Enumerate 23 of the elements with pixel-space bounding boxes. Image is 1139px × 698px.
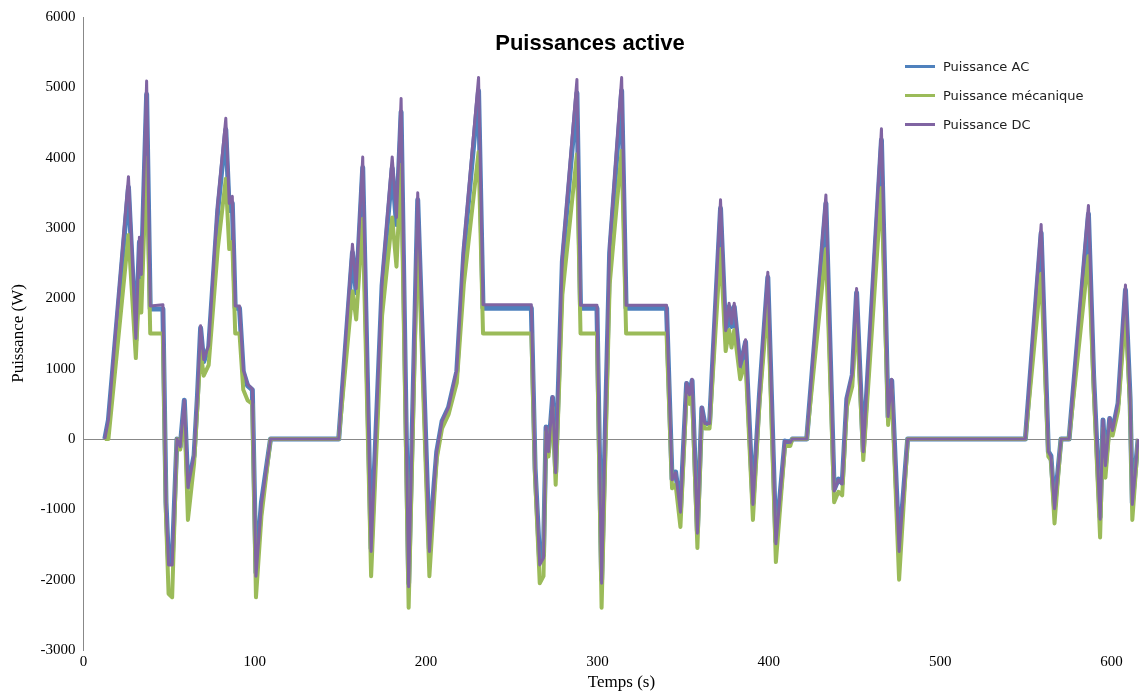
- x-tick-label: 500: [928, 652, 952, 669]
- legend-label: Puissance DC: [943, 117, 1031, 132]
- legend-label: Puissance AC: [943, 59, 1030, 74]
- y-tick-label: 1000: [45, 359, 76, 376]
- legend-label: Puissance mécanique: [943, 88, 1084, 103]
- y-tick-label: 0: [67, 429, 76, 446]
- text: Puissances active: [494, 30, 686, 56]
- y-tick-label: 5000: [45, 78, 76, 95]
- y-tick-label: 6000: [45, 7, 76, 24]
- x-tick-label: 100: [243, 652, 267, 669]
- y-tick-label: 4000: [45, 148, 76, 165]
- y-tick-label: 2000: [45, 289, 76, 306]
- x-tick-label: 300: [586, 652, 609, 669]
- x-tick-label: 200: [414, 652, 438, 669]
- y-tick-label: -1000: [40, 500, 76, 517]
- y-tick-label: -2000: [40, 570, 76, 587]
- x-tick-label: 0: [79, 652, 88, 669]
- x-axis-title: Temps (s): [586, 672, 657, 692]
- y-tick-label: -3000: [40, 640, 76, 657]
- y-tick-label: 3000: [45, 218, 76, 235]
- x-tick-label: 400: [757, 652, 781, 669]
- y-axis-title: Puissance (W): [7, 284, 27, 383]
- x-tick-label: 600: [1100, 652, 1123, 669]
